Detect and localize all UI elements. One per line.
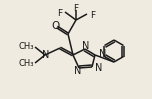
Text: N: N	[95, 63, 102, 73]
Text: CH₃: CH₃	[19, 41, 34, 50]
Text: O: O	[51, 21, 59, 31]
Text: N: N	[42, 50, 50, 60]
Text: F: F	[73, 3, 79, 12]
Text: N: N	[99, 49, 106, 59]
Text: CH₃: CH₃	[19, 59, 34, 69]
Text: F: F	[90, 10, 95, 20]
Text: N: N	[74, 66, 82, 76]
Text: N: N	[82, 41, 90, 51]
Text: F: F	[57, 9, 62, 18]
